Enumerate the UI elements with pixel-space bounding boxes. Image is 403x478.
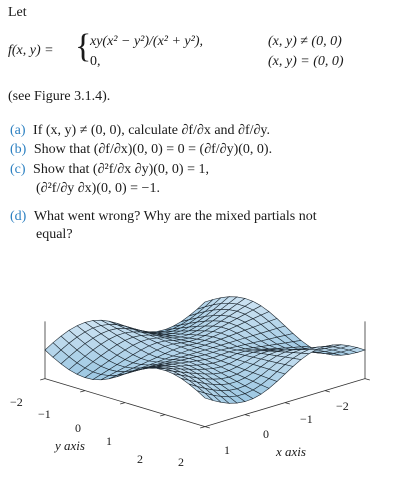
part-c: (c) Show that (∂²f/∂x ∂y)(0, 0) = 1, xyxy=(10,161,209,178)
part-b-label: (b) xyxy=(10,142,27,157)
intro-text: Let xyxy=(8,5,27,20)
part-b: (b) Show that (∂f/∂x)(0, 0) = 0 = (∂f/∂y… xyxy=(10,141,272,158)
x-tick-2: 2 xyxy=(178,455,184,469)
case1-condition: (x, y) ≠ (0, 0) xyxy=(268,34,342,49)
surface-mesh xyxy=(44,296,367,404)
part-a: (a) If (x, y) ≠ (0, 0), calculate ∂f/∂x … xyxy=(10,122,270,139)
case1-expression: xy(x² − y²)/(x² + y²), xyxy=(90,34,204,49)
x-axis-tick-mark xyxy=(204,426,210,429)
x-axis-tick-mark xyxy=(364,378,370,381)
part-c-text-line1: Show that (∂²f/∂x ∂y)(0, 0) = 1, xyxy=(33,162,209,177)
x-tick-1: 1 xyxy=(224,443,230,457)
piecewise-brace: { xyxy=(75,28,92,65)
case2-expression: 0, xyxy=(90,54,101,69)
y-axis-tick-mark xyxy=(200,426,206,429)
x-axis-tick-mark xyxy=(244,414,250,417)
x-axis-tick-mark xyxy=(284,402,290,405)
y-axis-tick-mark xyxy=(80,390,86,393)
surface-patch xyxy=(196,390,214,401)
axis-ticks xyxy=(40,378,370,429)
see-figure-text: (see Figure 3.1.4). xyxy=(8,89,111,104)
x-axis-tick-mark xyxy=(324,390,330,393)
surface-plot-figure: y axis x axis −2 −1 0 1 2 2 1 0 −1 −2 xyxy=(10,296,370,469)
x-axis-label: x axis xyxy=(275,444,306,459)
part-c-line2: (∂²f/∂y ∂x)(0, 0) = −1. xyxy=(36,181,160,196)
case2-condition: (x, y) = (0, 0) xyxy=(268,54,344,69)
x-tick-0: 0 xyxy=(263,427,269,441)
y-tick-0: 0 xyxy=(75,421,81,435)
part-a-text: If (x, y) ≠ (0, 0), calculate ∂f/∂x and … xyxy=(33,123,271,138)
part-d: (d) What went wrong? Why are the mixed p… xyxy=(10,208,317,225)
y-axis-label: y axis xyxy=(53,438,85,453)
y-tick-2: 2 xyxy=(137,452,143,466)
x-tick-neg1: −1 xyxy=(300,412,313,426)
part-d-text-line1: What went wrong? Why are the mixed parti… xyxy=(33,209,317,224)
y-tick-neg2: −2 xyxy=(10,395,23,409)
part-c-label: (c) xyxy=(10,162,26,177)
x-tick-neg2: −2 xyxy=(336,399,349,413)
y-tick-neg1: −1 xyxy=(38,407,51,421)
surface-patch xyxy=(324,344,342,348)
part-d-line2: equal? xyxy=(36,227,73,242)
y-axis-tick-mark xyxy=(160,414,166,417)
y-axis-tick-mark xyxy=(40,378,46,381)
part-a-label: (a) xyxy=(10,123,26,138)
part-b-text: Show that (∂f/∂x)(0, 0) = 0 = (∂f/∂y)(0,… xyxy=(33,142,273,157)
y-axis-tick-mark xyxy=(120,402,126,405)
y-tick-1: 1 xyxy=(106,434,112,448)
part-d-label: (d) xyxy=(10,209,27,224)
function-lhs: f(x, y) = xyxy=(8,43,54,58)
